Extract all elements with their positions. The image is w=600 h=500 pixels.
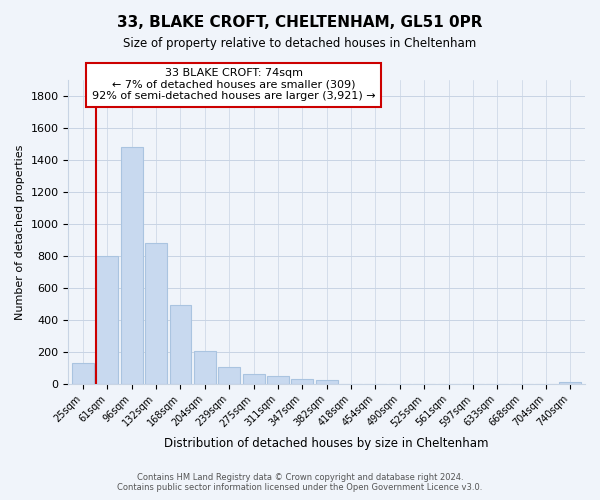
- Text: Size of property relative to detached houses in Cheltenham: Size of property relative to detached ho…: [124, 38, 476, 51]
- Bar: [121, 148, 143, 384]
- Bar: [559, 382, 581, 384]
- Bar: [145, 244, 167, 384]
- Bar: [242, 374, 265, 384]
- Bar: [267, 376, 289, 384]
- Bar: [316, 380, 338, 384]
- Bar: [97, 256, 118, 384]
- Bar: [194, 351, 216, 384]
- Y-axis label: Number of detached properties: Number of detached properties: [15, 144, 25, 320]
- Bar: [292, 379, 313, 384]
- Bar: [72, 363, 94, 384]
- Text: 33, BLAKE CROFT, CHELTENHAM, GL51 0PR: 33, BLAKE CROFT, CHELTENHAM, GL51 0PR: [117, 15, 483, 30]
- Bar: [218, 367, 240, 384]
- Text: 33 BLAKE CROFT: 74sqm
← 7% of detached houses are smaller (309)
92% of semi-deta: 33 BLAKE CROFT: 74sqm ← 7% of detached h…: [92, 68, 376, 102]
- X-axis label: Distribution of detached houses by size in Cheltenham: Distribution of detached houses by size …: [164, 437, 489, 450]
- Bar: [170, 305, 191, 384]
- Text: Contains HM Land Registry data © Crown copyright and database right 2024.
Contai: Contains HM Land Registry data © Crown c…: [118, 473, 482, 492]
